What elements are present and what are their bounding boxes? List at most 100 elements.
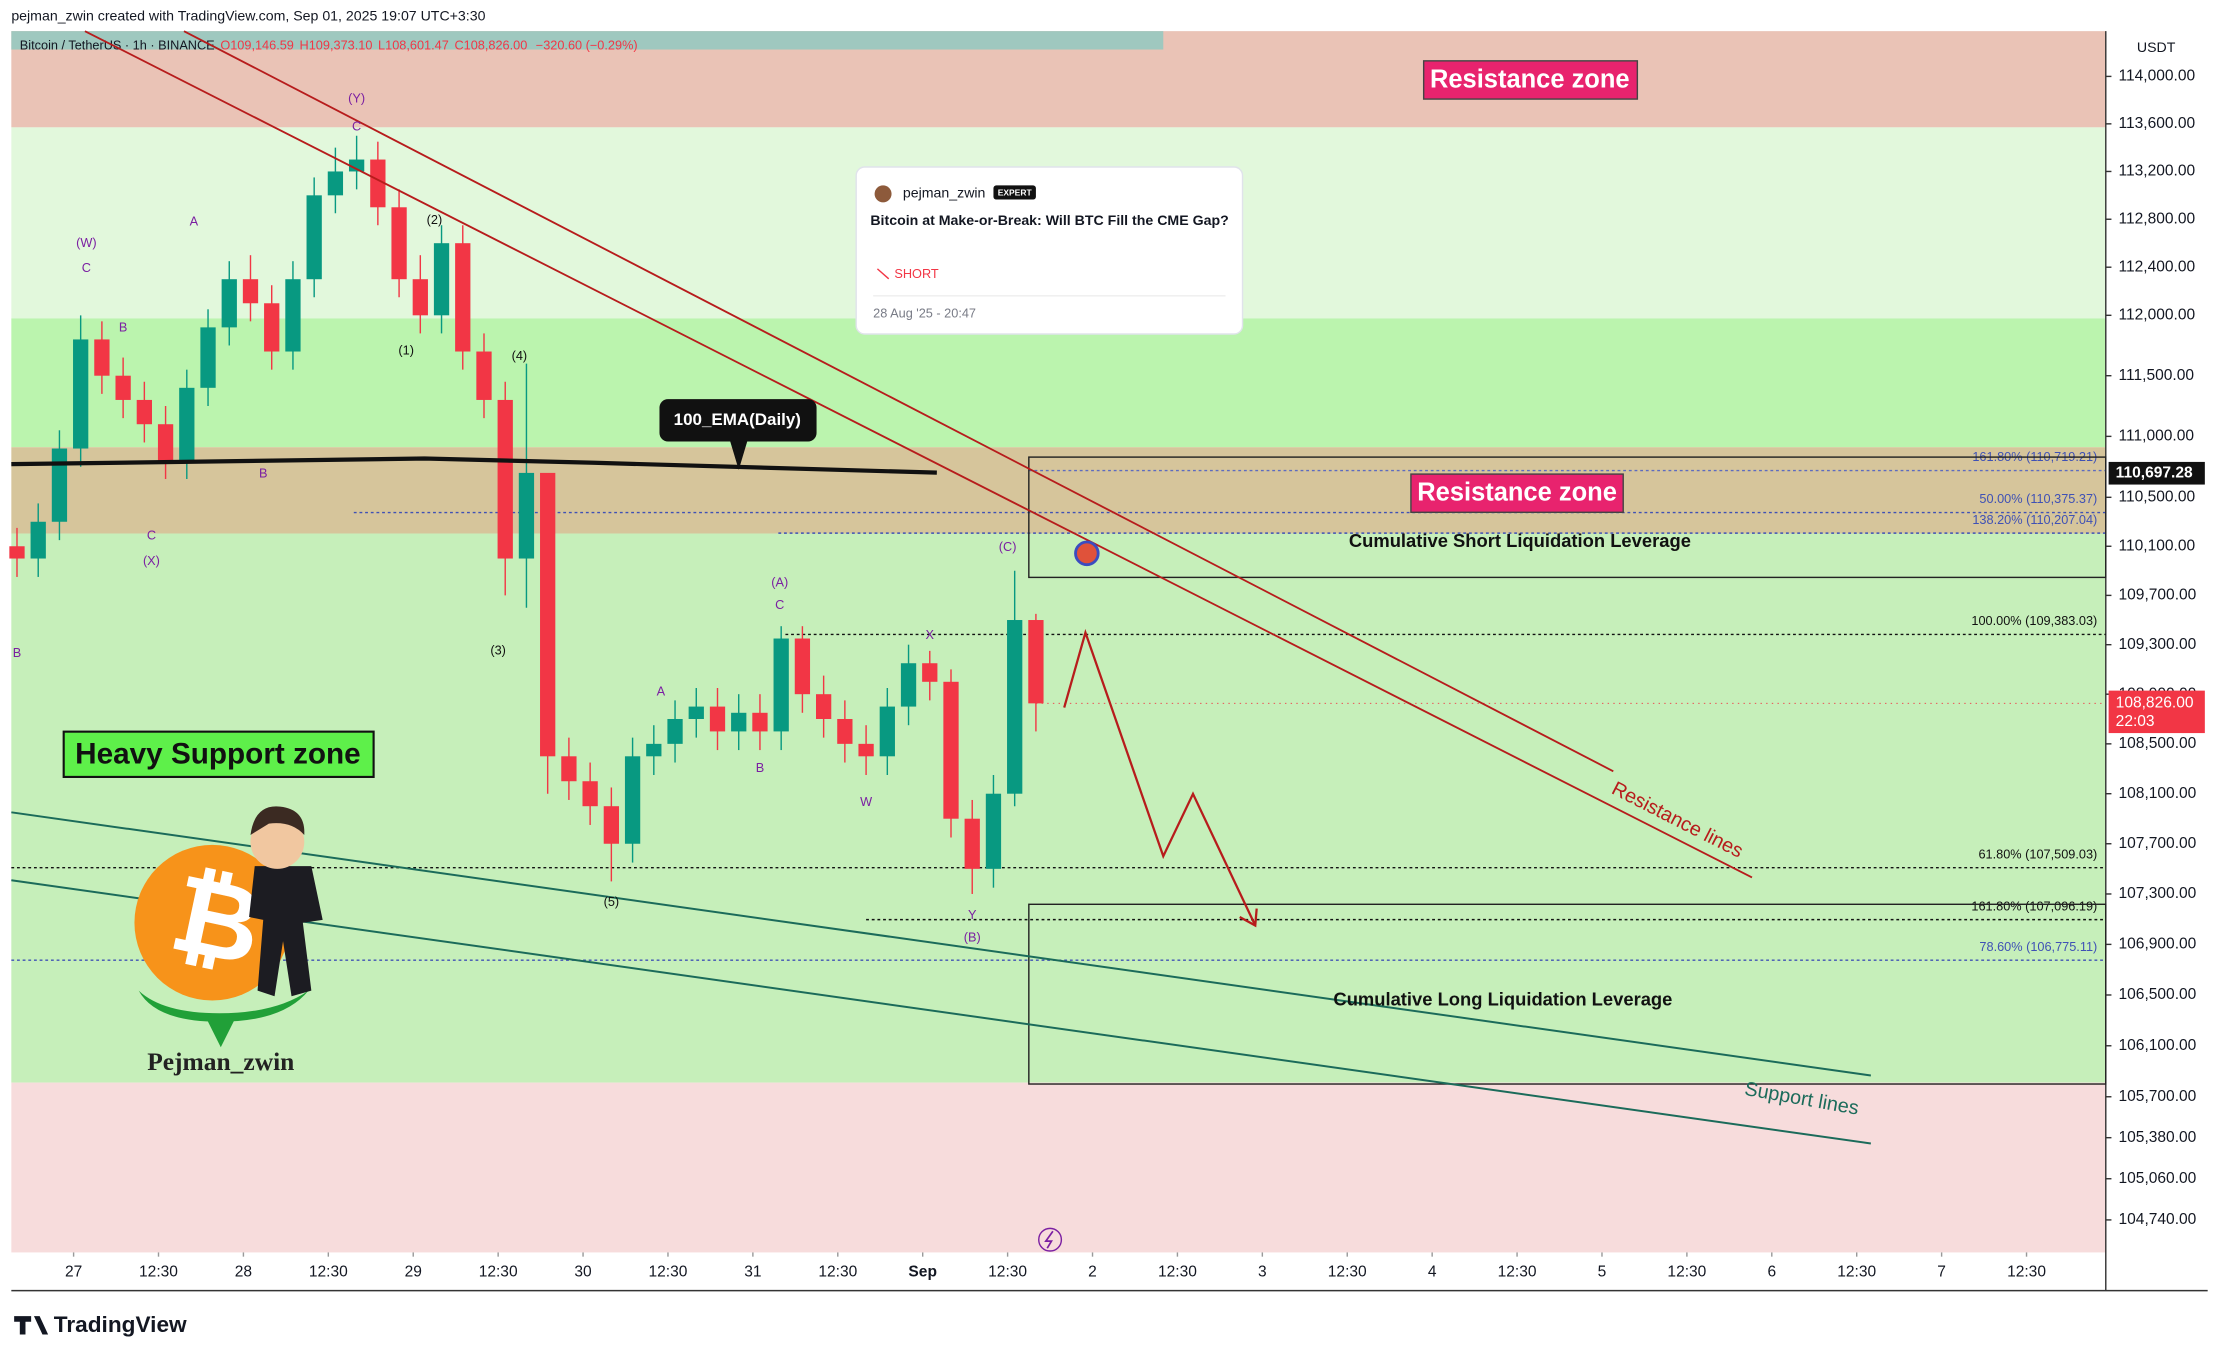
y-axis: 114,000.00 113,600.00 113,200.00 112,800.00… bbox=[2105, 68, 2205, 1228]
y-tick-label: 111,000.00 bbox=[2119, 427, 2195, 444]
wave-label: (3) bbox=[490, 642, 506, 657]
candle-body bbox=[773, 638, 789, 732]
x-tick-label: 31 bbox=[744, 1263, 761, 1280]
ema-callout bbox=[659, 399, 817, 442]
candle-body bbox=[51, 448, 68, 522]
footer-brand: TradingView bbox=[54, 1312, 187, 1337]
candle-body bbox=[752, 712, 768, 732]
candle-body bbox=[242, 279, 259, 304]
candle-body bbox=[348, 159, 365, 172]
x-tick-label: 12:30 bbox=[818, 1263, 857, 1280]
candle-body bbox=[200, 327, 216, 388]
wave-label: C bbox=[352, 119, 361, 134]
y-tick-label: 112,400.00 bbox=[2119, 258, 2196, 275]
box-label: Cumulative Long Liquidation Leverage bbox=[1333, 988, 1672, 1009]
post-title-box: Bitcoin at Make-or-Break: Will BTC Fill … bbox=[870, 213, 1229, 230]
symbol-info: Bitcoin / TetherUS · 1h · BINANCE O109,14… bbox=[20, 38, 638, 53]
support-line bbox=[11, 879, 1872, 1145]
wave-label: (2) bbox=[427, 212, 443, 227]
y-tick-label: 104,740.00 bbox=[2119, 1211, 2197, 1228]
avatar bbox=[874, 185, 892, 203]
candle-body bbox=[922, 663, 938, 682]
y-tick-label: 112,000.00 bbox=[2119, 306, 2196, 323]
wave-label: (A) bbox=[771, 574, 788, 589]
candle-body bbox=[497, 399, 513, 559]
candle-body bbox=[264, 303, 280, 352]
fib-label: 50.00% (110,375.37) bbox=[1979, 491, 2097, 506]
event-bolt bbox=[1044, 1230, 1054, 1249]
wave-label: Y bbox=[968, 907, 977, 922]
wave-label: (B) bbox=[964, 930, 981, 945]
x-tick-label: 12:30 bbox=[2007, 1263, 2046, 1280]
wave-label: B bbox=[119, 320, 127, 335]
candle-body bbox=[179, 387, 195, 461]
x-tick-label: 12:30 bbox=[139, 1263, 178, 1280]
zone-bg bbox=[62, 730, 375, 778]
ema-line bbox=[11, 456, 937, 475]
candle-body bbox=[285, 279, 301, 352]
wave-label: C bbox=[775, 597, 784, 612]
candle-body bbox=[603, 806, 620, 844]
bitcoin-coin bbox=[134, 844, 291, 1001]
ohlc-high: H109,373.10 bbox=[300, 38, 373, 53]
wave-label: X bbox=[926, 627, 935, 642]
candle-body bbox=[115, 375, 131, 400]
candle-body bbox=[9, 546, 25, 559]
card[interactable] bbox=[855, 166, 1244, 335]
resistance-line bbox=[84, 30, 1753, 879]
wave-label: A bbox=[657, 683, 666, 698]
candle-body bbox=[306, 195, 322, 280]
post-card: pejman_zwin EXPERT Bitcoin at Make-or-Br… bbox=[855, 166, 1244, 335]
candle-body bbox=[688, 706, 704, 719]
y-tick-label: 107,300.00 bbox=[2119, 885, 2197, 902]
fib-label: 61.80% (107,509.03) bbox=[1978, 846, 2097, 861]
candle-body bbox=[455, 243, 471, 352]
x-tick-label: 7 bbox=[1937, 1263, 1946, 1280]
candle-body bbox=[667, 718, 683, 744]
y-tick-label: 112,800.00 bbox=[2119, 210, 2196, 227]
wave-label: (1) bbox=[398, 342, 414, 357]
x-tick-label: 12:30 bbox=[309, 1263, 348, 1280]
candle-body bbox=[221, 279, 237, 328]
candle-body bbox=[943, 681, 959, 819]
x-tick-label: 6 bbox=[1767, 1263, 1776, 1280]
fib-label: 78.60% (106,775.11) bbox=[1979, 939, 2097, 954]
candle-body bbox=[327, 171, 344, 196]
post-date: 28 Aug '25 - 20:47 bbox=[873, 306, 976, 321]
post-title: Bitcoin at Make-or-Break: Will BTC Fill … bbox=[870, 213, 1229, 230]
event-icon bbox=[1038, 1227, 1063, 1252]
badge-bg bbox=[993, 185, 1036, 200]
wave-label: (X) bbox=[143, 553, 160, 568]
candle-body bbox=[30, 521, 46, 559]
ribbon-tip bbox=[205, 1016, 237, 1048]
candle-body bbox=[709, 706, 726, 732]
candle-body bbox=[837, 718, 853, 744]
forecast-path bbox=[1063, 628, 1257, 927]
wave-label: C bbox=[147, 528, 156, 543]
person-head bbox=[250, 815, 305, 869]
drawings bbox=[11, 30, 2107, 1252]
ema-label: 100_EMA(Daily) bbox=[674, 410, 801, 429]
candle-body bbox=[582, 781, 598, 807]
zone-bg bbox=[1410, 473, 1624, 514]
logo: ₿ Pejman_zwin bbox=[134, 806, 323, 1076]
candle-body bbox=[561, 756, 577, 782]
x-tick-label: 5 bbox=[1598, 1263, 1607, 1280]
long-liq-box bbox=[1028, 903, 2107, 1085]
wave-label: (C) bbox=[999, 539, 1017, 554]
zone-label: Resistance zone bbox=[1430, 65, 1630, 93]
wave-label: A bbox=[190, 214, 199, 229]
forecast-arrowhead bbox=[1239, 908, 1258, 928]
candle-body bbox=[136, 399, 152, 425]
short-arrow bbox=[876, 268, 890, 280]
ema-price-label: 110,697.28 bbox=[2116, 464, 2193, 481]
x-tick-label: 29 bbox=[405, 1263, 422, 1280]
support-line bbox=[11, 811, 1872, 1077]
x-tick-label: 12:30 bbox=[1158, 1263, 1197, 1280]
x-tick-label: 27 bbox=[65, 1263, 82, 1280]
candle-body bbox=[1028, 620, 1044, 704]
zone-labels: Resistance zone Resistance zone Heavy Su… bbox=[62, 60, 1861, 1120]
candle-body bbox=[858, 743, 874, 757]
post-author: pejman_zwin bbox=[903, 185, 986, 201]
